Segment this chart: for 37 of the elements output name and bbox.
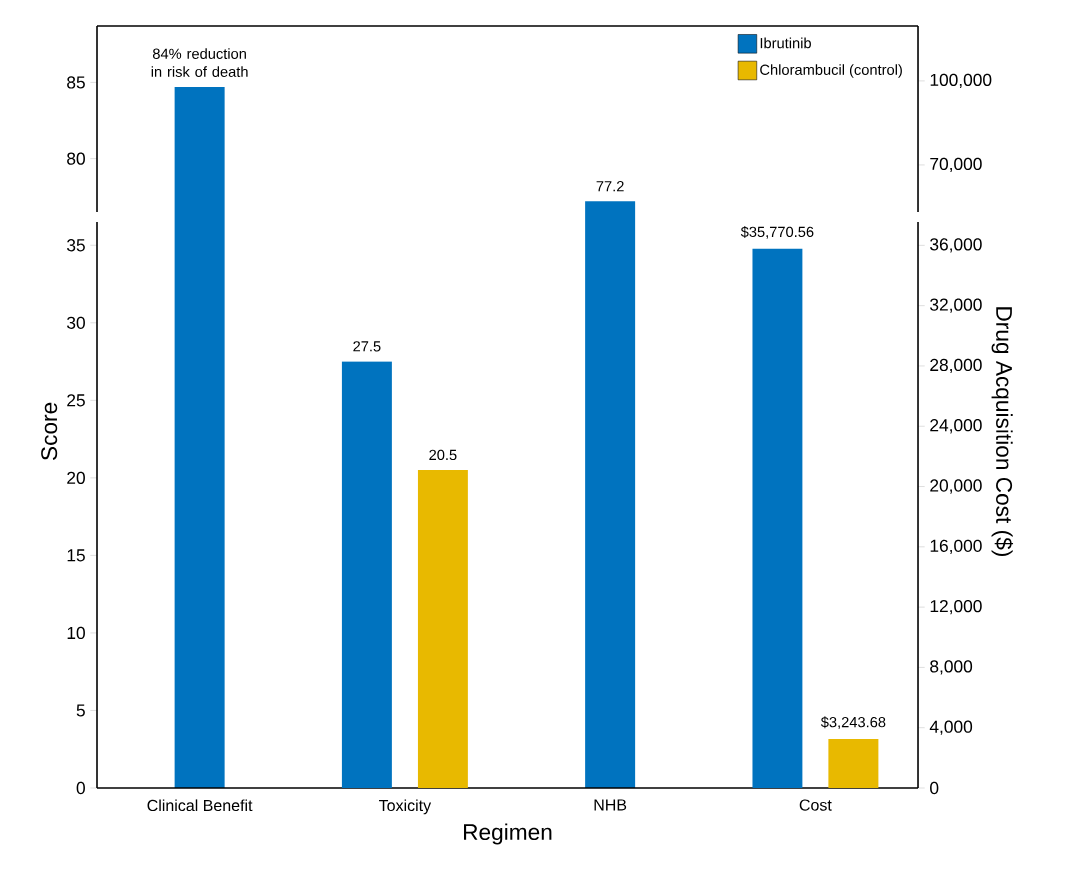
y2-tick-label: 24,000 [930,419,982,434]
data-label: 77.2 [596,181,624,192]
y-tick-label: 20 [67,471,85,484]
y2-tick-label: 28,000 [930,358,982,374]
y2-tick-label: 70,000 [930,157,982,173]
data-label: 27.5 [353,341,381,352]
y2-tick-label: 8,000 [930,660,973,675]
y-tick-label: 80 [67,152,85,165]
data-label: 20.5 [429,449,457,461]
y-axis-title: Score [41,402,58,460]
y2-tick-label: 100,000 [930,73,992,89]
y-tick-label: 25 [67,394,85,407]
annotation: 84% reduction in risk of death [151,48,248,77]
data-label: $35,770.56 [740,226,814,239]
x-tick-label: Toxicity [379,799,432,815]
y2-tick-label: 16,000 [930,539,982,554]
x-tick-label: NHB [594,799,627,811]
y-tick-label: 35 [67,239,85,252]
y2-tick-label: 20,000 [930,479,982,494]
legend-label: Ibrutinib [760,37,811,49]
legend-label: Chlorambucil (control) [760,64,902,78]
x-tick-label: Clinical Benefit [147,799,253,812]
x-tick-label: Cost [799,799,832,811]
y-tick-label: 0 [76,781,85,795]
y-tick-label: 30 [67,316,85,329]
y-tick-label: 15 [67,549,85,562]
y2-tick-label: 4,000 [929,720,973,735]
y2-tick-label: 12,000 [930,599,982,615]
y-tick-label: 85 [67,76,85,89]
x-axis-title: Regimen [464,823,552,845]
y2-axis-title: Drug Acquisition Cost ($) [991,307,1014,556]
y2-tick-label: 36,000 [930,238,982,253]
data-label: $3,243.68 [820,716,886,730]
y2-tick-label: 0 [930,781,939,795]
y-tick-label: 10 [67,626,85,640]
y2-tick-label: 32,000 [930,298,982,313]
y-tick-label: 5 [76,704,85,717]
